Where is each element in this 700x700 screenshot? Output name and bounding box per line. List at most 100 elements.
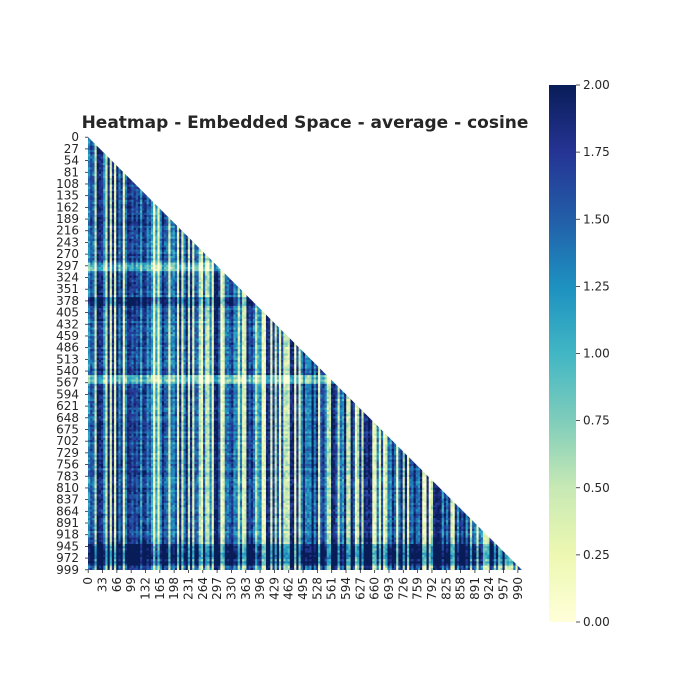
heatmap-cell — [146, 245, 150, 248]
heatmap-cell — [229, 314, 232, 318]
heatmap-cell — [137, 290, 141, 294]
heatmap-cell — [207, 284, 210, 287]
heatmap-cell — [92, 277, 95, 281]
heatmap-cell — [107, 303, 111, 307]
heatmap-cell — [133, 249, 137, 253]
heatmap-cell — [144, 277, 147, 281]
heatmap-cell — [194, 292, 197, 296]
heatmap-cell — [140, 201, 143, 205]
heatmap-cell — [183, 238, 187, 242]
heatmap-cell — [161, 260, 165, 263]
heatmap-cell — [224, 318, 228, 322]
heatmap-cell — [183, 253, 187, 257]
heatmap-cell — [216, 295, 219, 298]
heatmap-cell — [109, 234, 113, 237]
heatmap-cell — [101, 238, 104, 242]
heatmap-cell — [155, 269, 158, 272]
heatmap-cell — [168, 258, 171, 261]
heatmap-cell — [148, 230, 152, 233]
heatmap-cell — [211, 273, 215, 276]
heatmap-cell — [207, 310, 210, 313]
heatmap-cell — [229, 316, 232, 320]
heatmap-cell — [144, 271, 147, 274]
heatmap-cell — [133, 299, 137, 302]
heatmap-cell — [155, 204, 158, 207]
heatmap-cell — [170, 279, 174, 283]
heatmap-cell — [222, 292, 226, 296]
heatmap-cell — [131, 299, 134, 302]
heatmap-cell — [124, 295, 128, 298]
heatmap-cell — [133, 219, 137, 222]
heatmap-cell — [131, 249, 134, 253]
heatmap-cell — [88, 145, 91, 149]
heatmap-cell — [142, 305, 145, 309]
heatmap-cell — [92, 301, 95, 305]
heatmap-cell — [181, 295, 184, 298]
heatmap-cell — [129, 308, 132, 311]
heatmap-cell — [250, 312, 254, 315]
heatmap-cell — [144, 279, 147, 283]
heatmap-cell — [103, 223, 106, 227]
heatmap-cell — [198, 266, 202, 270]
heatmap-cell — [105, 158, 108, 162]
heatmap-cell — [101, 188, 104, 192]
heatmap-cell — [118, 171, 121, 175]
heatmap-cell — [135, 253, 139, 257]
heatmap-cell — [133, 284, 137, 287]
heatmap-cell — [146, 240, 150, 244]
heatmap-cell — [131, 290, 134, 294]
heatmap-cell — [120, 292, 124, 296]
heatmap-cell — [103, 321, 106, 324]
heatmap-cell — [103, 310, 106, 313]
heatmap-cell — [192, 286, 195, 289]
heatmap-cell — [127, 249, 130, 253]
heatmap-cell — [146, 234, 150, 237]
heatmap-cell — [198, 262, 202, 266]
heatmap-cell — [118, 199, 121, 203]
heatmap-cell — [150, 286, 154, 289]
heatmap-cell — [255, 316, 258, 320]
heatmap-cell — [137, 221, 141, 224]
heatmap-cell — [105, 232, 108, 235]
heatmap-cell — [137, 314, 141, 318]
heatmap-cell — [116, 301, 119, 305]
heatmap-cell — [161, 234, 165, 237]
heatmap-cell — [181, 308, 184, 311]
heatmap-cell — [137, 305, 141, 309]
heatmap-cell — [242, 308, 245, 311]
heatmap-cell — [159, 301, 163, 305]
heatmap-cell — [239, 301, 243, 305]
heatmap-cell — [203, 288, 206, 292]
heatmap-cell — [174, 249, 178, 253]
heatmap-cell — [92, 271, 95, 274]
heatmap-cell — [155, 243, 158, 246]
heatmap-cell — [148, 279, 152, 283]
heatmap-cell — [150, 227, 154, 231]
heatmap-cell — [142, 258, 145, 261]
heatmap-cell — [101, 230, 104, 233]
heatmap-cell — [203, 271, 206, 274]
heatmap-cell — [146, 251, 150, 255]
heatmap-cell — [94, 301, 98, 305]
heatmap-cell — [196, 273, 200, 276]
heatmap-cell — [179, 277, 182, 281]
heatmap-cell — [107, 236, 111, 240]
heatmap-cell — [114, 264, 117, 268]
heatmap-cell — [101, 182, 104, 186]
heatmap-cell — [163, 219, 167, 222]
heatmap-cell — [90, 312, 93, 315]
heatmap-cell — [94, 195, 98, 199]
heatmap-cell — [159, 275, 163, 279]
heatmap-cell — [88, 295, 91, 298]
heatmap-cell — [116, 279, 119, 283]
heatmap-cell — [131, 316, 134, 320]
heatmap-cell — [155, 245, 158, 248]
heatmap-cell — [157, 217, 161, 220]
heatmap-cell — [122, 262, 126, 266]
heatmap-cell — [231, 310, 234, 313]
heatmap-cell — [166, 295, 169, 298]
heatmap-cell — [131, 243, 134, 246]
heatmap-cell — [203, 303, 206, 307]
heatmap-cell — [114, 195, 117, 199]
